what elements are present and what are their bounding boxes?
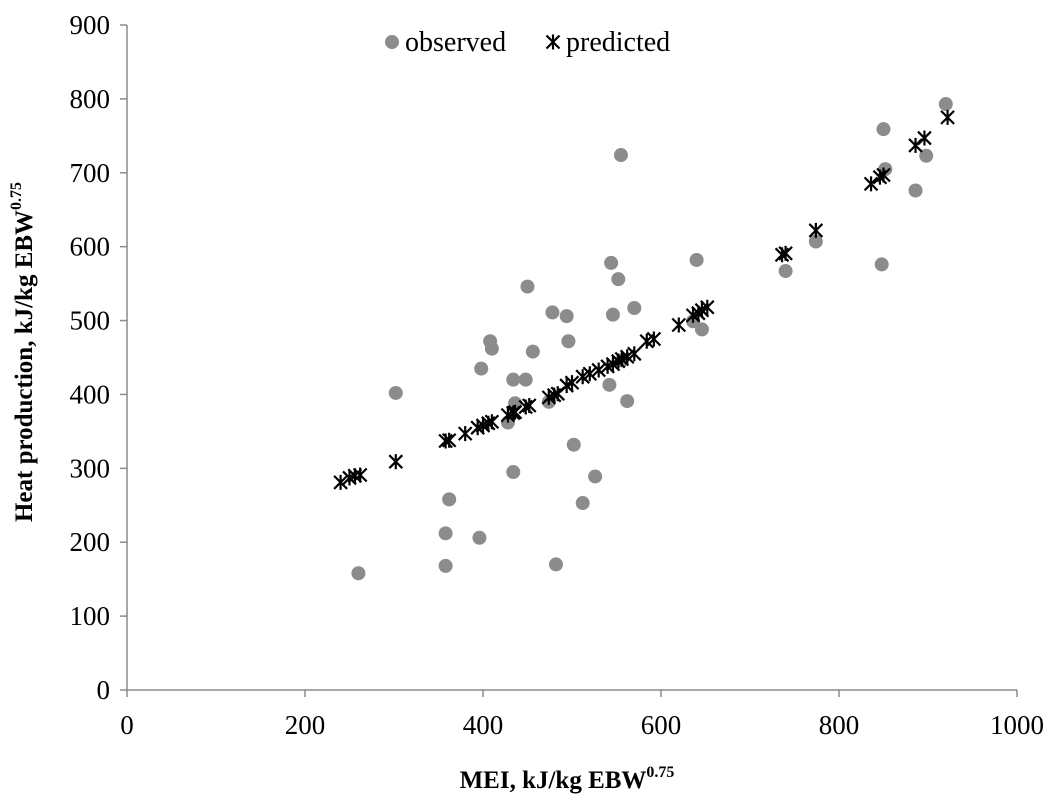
y-axis-ticks: 0 100 200 300 400 500 600 700 800 900 (70, 10, 127, 705)
observed-point (566, 437, 581, 452)
predicted-point (671, 317, 687, 333)
x-tick-label: 0 (120, 710, 134, 740)
x-tick-label: 600 (641, 710, 682, 740)
predicted-point (778, 245, 793, 261)
x-tick-label: 200 (285, 710, 326, 740)
x-axis-ticks: 0 200 400 600 800 1000 (120, 690, 1044, 740)
predicted-series (333, 109, 955, 490)
predicted-point (564, 375, 580, 391)
observed-point (876, 122, 891, 137)
observed-point (351, 566, 366, 581)
predicted-point (808, 222, 824, 238)
predicted-point (863, 176, 879, 192)
y-tick-label: 100 (70, 601, 111, 631)
predicted-point (876, 167, 891, 183)
observed-point (874, 257, 889, 272)
observed-point (484, 341, 499, 356)
y-tick-label: 300 (70, 453, 111, 483)
predicted-point (646, 331, 662, 347)
legend-predicted-star (545, 34, 561, 50)
observed-point (520, 279, 535, 294)
y-tick-label: 400 (70, 379, 111, 409)
observed-point (778, 264, 793, 279)
y-tick-label: 0 (97, 675, 111, 705)
y-tick-label: 800 (70, 84, 111, 114)
predicted-point (333, 474, 348, 490)
axes (126, 25, 1017, 691)
observed-point (611, 272, 626, 287)
observed-point (908, 183, 923, 198)
predicted-point (457, 426, 473, 442)
observed-point (525, 344, 540, 359)
y-axis-title: Heat production, kJ/kg EBW0.75 (8, 182, 38, 522)
predicted-point (522, 398, 537, 414)
observed-point (559, 309, 574, 324)
legend: observed predicted (385, 27, 670, 58)
observed-point (545, 305, 560, 320)
observed-point (694, 322, 709, 337)
y-tick-label: 700 (70, 158, 111, 188)
y-tick-label: 900 (70, 10, 111, 40)
x-axis-title: MEI, kJ/kg EBW0.75 (460, 764, 675, 794)
observed-point (506, 372, 521, 387)
legend-observed-marker (385, 35, 399, 49)
legend-observed-label: observed (405, 27, 506, 58)
x-tick-label: 400 (463, 710, 504, 740)
observed-point (442, 492, 457, 507)
observed-point (938, 97, 953, 112)
predicted-point (940, 109, 955, 125)
predicted-point (591, 362, 606, 378)
observed-point (613, 148, 628, 163)
observed-point (472, 530, 487, 545)
x-tick-label: 1000 (990, 710, 1044, 740)
predicted-point (388, 454, 404, 470)
observed-point (548, 557, 563, 572)
observed-point (588, 469, 603, 484)
y-tick-label: 200 (70, 527, 111, 557)
predicted-point (582, 366, 598, 382)
observed-point (575, 496, 590, 511)
observed-series (351, 97, 953, 581)
x-axis-title-main: MEI, kJ/kg EBW (460, 767, 647, 794)
observed-point (919, 148, 934, 163)
observed-point (605, 307, 620, 322)
observed-point (518, 372, 533, 387)
observed-point (561, 334, 576, 349)
predicted-point (908, 137, 923, 153)
legend-predicted-marker (545, 34, 561, 50)
y-axis-title-superscript: 0.75 (8, 182, 25, 210)
observed-point (808, 234, 823, 249)
observed-point (620, 394, 635, 409)
predicted-point (441, 432, 457, 448)
predicted-point (352, 467, 368, 483)
observed-point (627, 300, 642, 315)
observed-point (506, 465, 521, 480)
predicted-point (484, 414, 500, 430)
observed-point (602, 377, 617, 392)
x-axis-title-superscript: 0.75 (646, 764, 674, 781)
y-tick-label: 500 (70, 306, 111, 336)
observed-point (388, 385, 403, 400)
predicted-point (917, 130, 932, 146)
y-axis-title-main: Heat production, kJ/kg EBW (11, 210, 38, 522)
observed-point (604, 255, 619, 270)
x-tick-label: 800 (819, 710, 860, 740)
observed-point (438, 558, 453, 573)
observed-point (438, 526, 453, 541)
predicted-point (627, 346, 642, 362)
predicted-point (507, 404, 523, 420)
observed-point (689, 252, 704, 267)
y-tick-label: 600 (70, 232, 111, 262)
predicted-point (700, 299, 715, 315)
observed-point (474, 361, 489, 376)
legend-predicted-label: predicted (566, 27, 670, 58)
